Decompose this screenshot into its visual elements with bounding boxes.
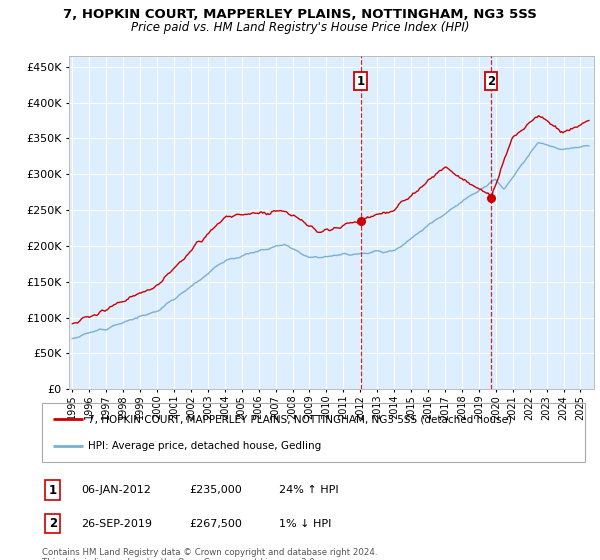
Text: 1: 1 (356, 74, 365, 87)
Text: HPI: Average price, detached house, Gedling: HPI: Average price, detached house, Gedl… (88, 441, 322, 451)
Text: Price paid vs. HM Land Registry's House Price Index (HPI): Price paid vs. HM Land Registry's House … (131, 21, 469, 34)
Text: 24% ↑ HPI: 24% ↑ HPI (279, 485, 338, 495)
Text: 1: 1 (49, 483, 57, 497)
Text: Contains HM Land Registry data © Crown copyright and database right 2024.
This d: Contains HM Land Registry data © Crown c… (42, 548, 377, 560)
Text: 7, HOPKIN COURT, MAPPERLEY PLAINS, NOTTINGHAM, NG3 5SS: 7, HOPKIN COURT, MAPPERLEY PLAINS, NOTTI… (63, 8, 537, 21)
Text: £235,000: £235,000 (189, 485, 242, 495)
Text: 7, HOPKIN COURT, MAPPERLEY PLAINS, NOTTINGHAM, NG3 5SS (detached house): 7, HOPKIN COURT, MAPPERLEY PLAINS, NOTTI… (88, 414, 512, 424)
Text: 26-SEP-2019: 26-SEP-2019 (81, 519, 152, 529)
Text: 2: 2 (49, 517, 57, 530)
Text: 06-JAN-2012: 06-JAN-2012 (81, 485, 151, 495)
Text: 1% ↓ HPI: 1% ↓ HPI (279, 519, 331, 529)
Text: 2: 2 (487, 74, 495, 87)
Text: £267,500: £267,500 (189, 519, 242, 529)
